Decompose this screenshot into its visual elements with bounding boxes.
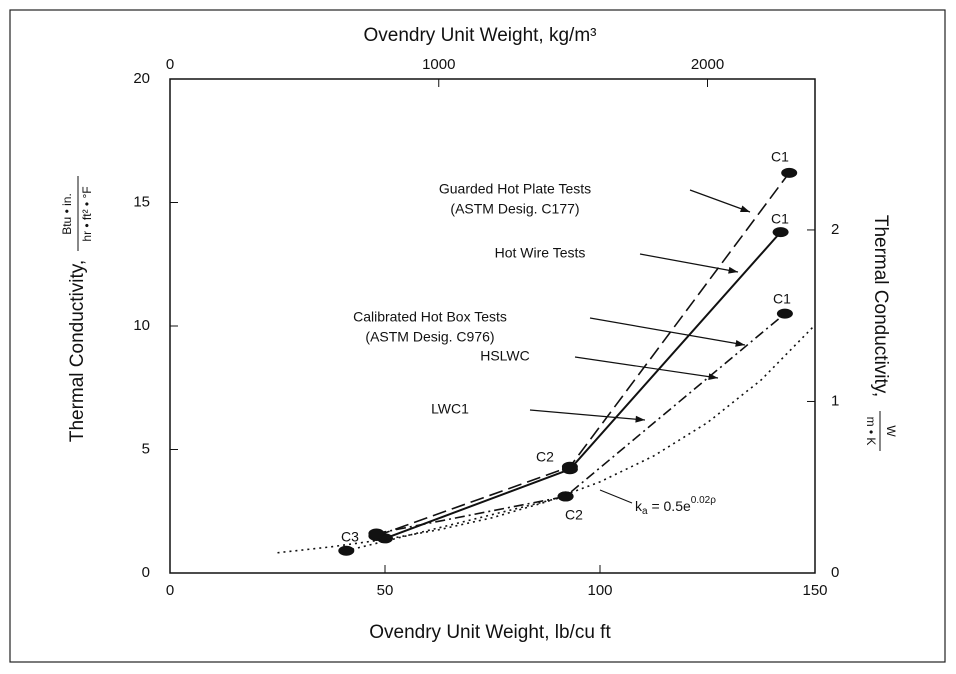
x-tick-label: 100 — [587, 582, 612, 599]
annotation: HSLWC — [480, 348, 530, 364]
annotation: Calibrated Hot Box Tests — [353, 309, 507, 325]
y-tick-label: 20 — [133, 70, 150, 87]
x2-tick-label: 0 — [166, 56, 174, 73]
arrow — [639, 253, 739, 273]
y2-axis-unit-num: W — [884, 425, 898, 437]
arrow — [689, 189, 751, 213]
y2-axis-title: Thermal Conductivity, W m • K — [864, 215, 898, 451]
formula-mid: = 0.5e — [648, 498, 691, 514]
x2-tick-label: 1000 — [422, 56, 455, 73]
arrowhead — [735, 340, 745, 347]
y2-tick-label: 0 — [831, 564, 839, 581]
annotation: C2 — [565, 507, 583, 523]
arrow — [589, 317, 746, 346]
arrow — [599, 489, 633, 504]
y-tick-label: 0 — [142, 564, 150, 581]
arrowhead — [635, 415, 645, 423]
series-line — [346, 495, 566, 552]
x2-tick-label: 2000 — [691, 56, 724, 73]
annotation: C1 — [771, 211, 789, 227]
annotation: Guarded Hot Plate Tests — [439, 181, 591, 197]
arrowhead — [728, 266, 738, 274]
y2-axis-unit-den: m • K — [864, 417, 878, 446]
y-axis-title: Thermal Conductivity, Btu • in. hr • ft²… — [60, 176, 94, 442]
annotation: (ASTM Desig. C177) — [450, 201, 579, 217]
x-tick-label: 50 — [377, 582, 394, 599]
x-tick-label: 150 — [802, 582, 827, 599]
annotation: (ASTM Desig. C976) — [365, 329, 494, 345]
arrowhead — [740, 205, 750, 212]
y-axis-title-text: Thermal Conductivity, — [67, 260, 88, 442]
x-tick-label: 0 — [166, 582, 174, 599]
y-axis-unit-num: Btu • in. — [60, 193, 74, 235]
y2-tick-label: 2 — [831, 221, 839, 238]
annotation: C1 — [771, 149, 789, 165]
annotation: C3 — [341, 529, 359, 545]
x-axis-title: Ovendry Unit Weight, lb/cu ft — [369, 622, 611, 643]
formula-sup: 0.02ρ — [691, 495, 716, 506]
frame — [9, 9, 946, 663]
series-line — [384, 231, 782, 540]
point — [781, 167, 798, 178]
annotation: C2 — [536, 449, 554, 465]
point — [772, 227, 789, 238]
arrow — [574, 356, 719, 379]
y-axis-unit-den: hr • ft² • °F — [80, 186, 94, 241]
point — [368, 528, 385, 539]
series-line — [376, 313, 786, 535]
formula-base: k — [635, 498, 643, 514]
y-tick-label: 10 — [133, 317, 150, 334]
point — [561, 464, 578, 475]
annotation: LWC1 — [431, 401, 469, 417]
series-line — [277, 324, 816, 554]
y2-axis-title-text: Thermal Conductivity, — [870, 215, 891, 397]
annotation: C1 — [773, 291, 791, 307]
y2-tick-label: 1 — [831, 392, 839, 409]
y-tick-label: 5 — [142, 440, 150, 457]
formula: ka = 0.5e0.02ρ — [635, 495, 716, 517]
x2-axis-title: Ovendry Unit Weight, kg/m³ — [363, 25, 596, 46]
point — [776, 308, 793, 319]
formula-sub: a — [642, 506, 648, 517]
annotation: Hot Wire Tests — [495, 245, 586, 261]
arrow — [529, 409, 646, 421]
point — [338, 545, 355, 556]
arrowhead — [708, 373, 718, 381]
point — [557, 491, 574, 502]
y-tick-label: 15 — [133, 193, 150, 210]
